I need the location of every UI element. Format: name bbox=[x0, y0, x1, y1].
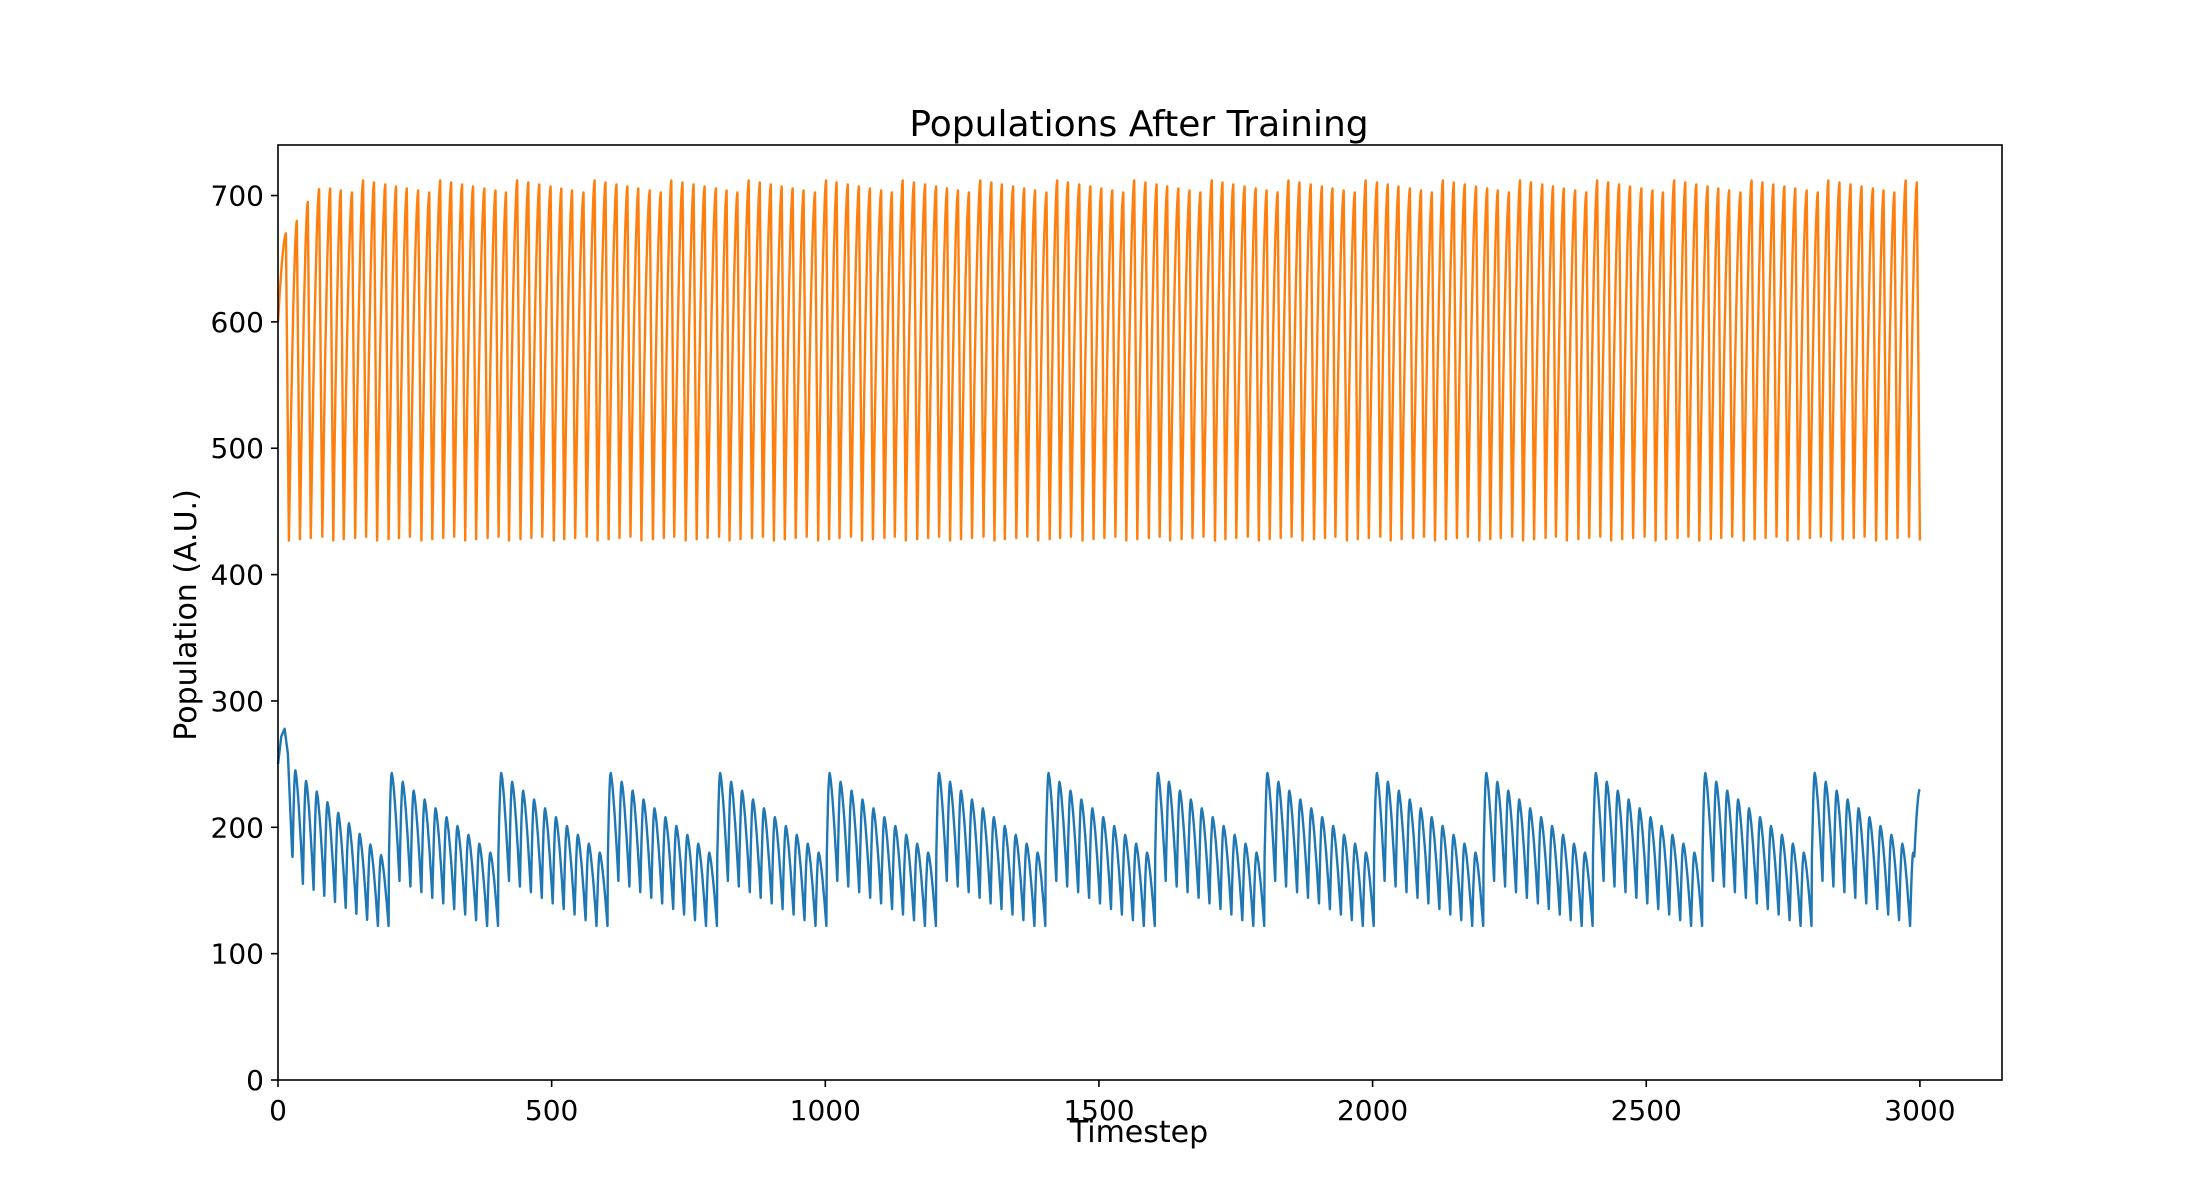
x-axis-label: Timestep bbox=[1069, 1115, 1208, 1150]
axes: 0 500 1000 1500 2000 2500 3000 0 100 200 300 400 500… bbox=[211, 144, 2003, 1127]
series-line-blue bbox=[276, 727, 1921, 928]
series-line-orange bbox=[276, 179, 1922, 542]
y-tick-label: 400 bbox=[211, 559, 264, 592]
y-tick-label: 200 bbox=[211, 811, 264, 844]
x-tick-label: 3000 bbox=[1884, 1094, 1955, 1127]
chart-title: Populations After Training bbox=[909, 104, 1368, 145]
x-tick-label: 0 bbox=[269, 1094, 287, 1127]
y-tick-label: 100 bbox=[211, 938, 264, 971]
y-tick-label: 600 bbox=[211, 306, 264, 339]
plot-frame bbox=[277, 144, 2003, 1081]
series-group bbox=[276, 179, 1922, 928]
y-tick-label: 500 bbox=[211, 432, 264, 465]
y-tick-label: 700 bbox=[211, 180, 264, 213]
x-tick-label: 1500 bbox=[1063, 1094, 1134, 1127]
y-tick-label: 300 bbox=[211, 685, 264, 718]
x-tick-label: 1000 bbox=[790, 1094, 861, 1127]
x-tick-label: 500 bbox=[525, 1094, 578, 1127]
y-axis-label: Population (A.U.) bbox=[169, 489, 204, 741]
x-tick-label: 2000 bbox=[1337, 1094, 1408, 1127]
x-tick-label: 2500 bbox=[1611, 1094, 1682, 1127]
y-tick-label: 0 bbox=[246, 1064, 264, 1097]
